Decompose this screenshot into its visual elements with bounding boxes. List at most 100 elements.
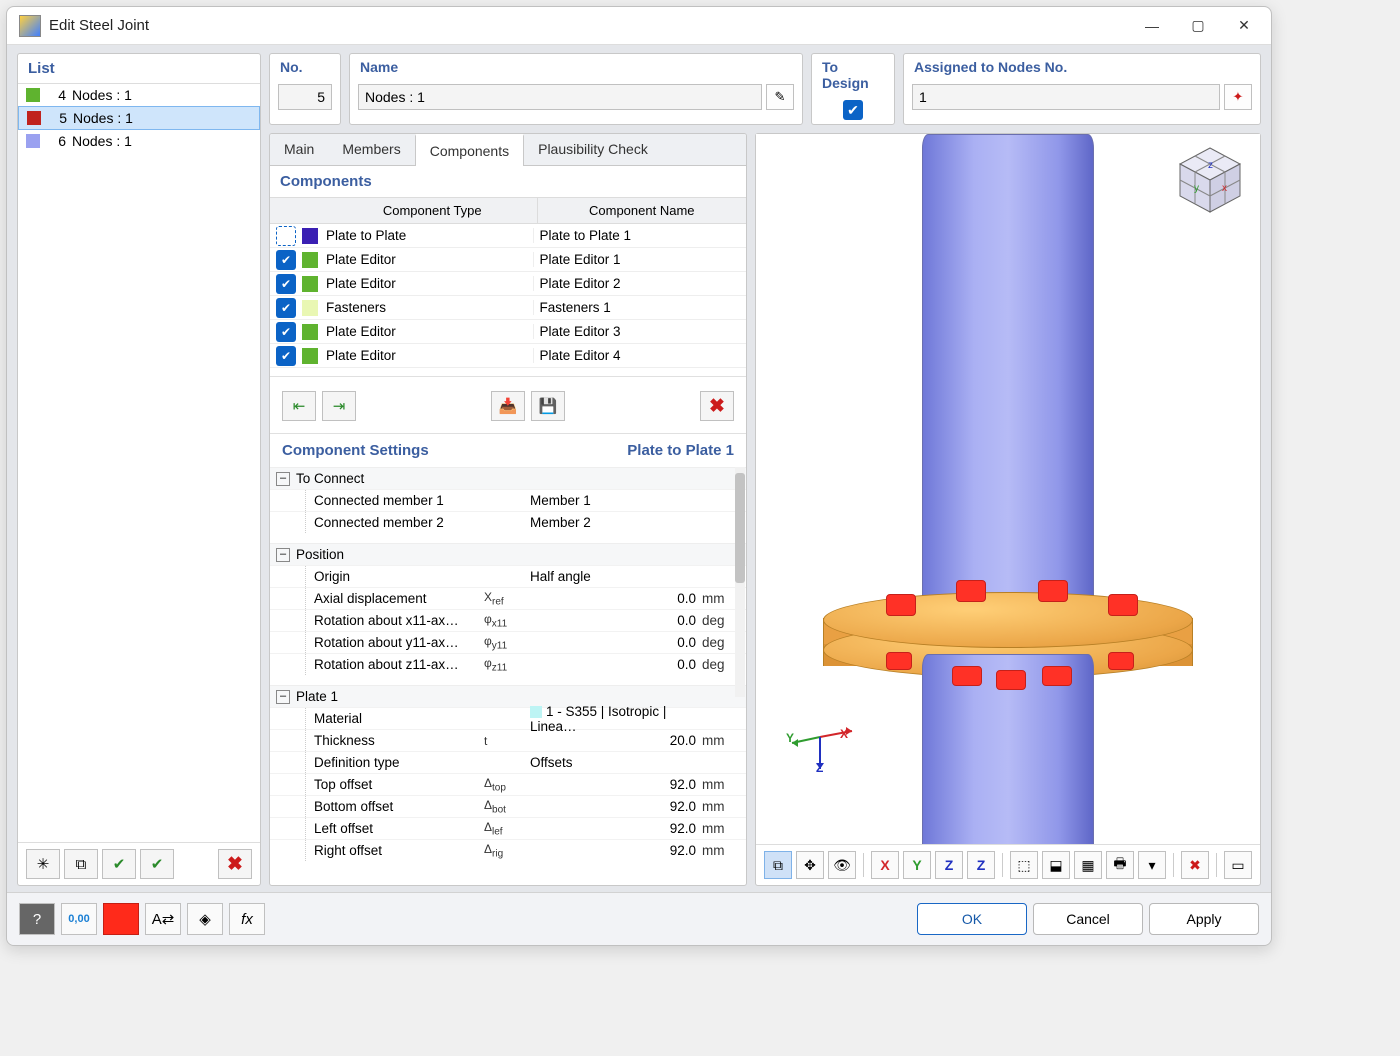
- property-row[interactable]: Definition type Offsets: [270, 751, 746, 773]
- name-field: Name ✎: [349, 53, 803, 125]
- viewer-tool-icon[interactable]: 👁: [828, 851, 856, 879]
- viewer-tool-icon[interactable]: ⬚: [1010, 851, 1038, 879]
- row-checkbox[interactable]: ✔: [276, 250, 296, 270]
- property-row[interactable]: Connected member 2 Member 2: [270, 511, 746, 533]
- component-row[interactable]: ✔ Plate Editor Plate Editor 2: [270, 272, 746, 296]
- viewer-tool-icon[interactable]: Z: [967, 851, 995, 879]
- to-design-checkbox[interactable]: ✔: [843, 100, 863, 120]
- list-item[interactable]: 4 Nodes : 1: [18, 84, 260, 106]
- text-size-icon[interactable]: A⇄: [145, 903, 181, 935]
- help-icon[interactable]: ?: [19, 903, 55, 935]
- viewer-tool-icon[interactable]: Z: [935, 851, 963, 879]
- fx-icon[interactable]: fx: [229, 903, 265, 935]
- tab-members[interactable]: Members: [328, 134, 414, 165]
- check-all-icon[interactable]: ✔: [102, 849, 136, 879]
- viewer-tool-icon[interactable]: ▦: [1074, 851, 1102, 879]
- property-row[interactable]: Rotation about z11-ax… φz11 0.0 deg: [270, 653, 746, 675]
- apply-button[interactable]: Apply: [1149, 903, 1259, 935]
- minimize-button[interactable]: —: [1129, 8, 1175, 44]
- component-row[interactable]: ✔ Plate Editor Plate Editor 4: [270, 344, 746, 368]
- property-key: Thickness: [314, 733, 484, 748]
- group-header[interactable]: –Position: [270, 543, 746, 565]
- nav-cube-icon[interactable]: y x z: [1174, 144, 1246, 216]
- row-checkbox[interactable]: ✔: [276, 298, 296, 318]
- property-row[interactable]: Right offset Δrig 92.0 mm: [270, 839, 746, 861]
- maximize-button[interactable]: ▢: [1175, 8, 1221, 44]
- property-row[interactable]: Material 1 - S355 | Isotropic | Linea…: [270, 707, 746, 729]
- viewer-tool-icon[interactable]: Y: [903, 851, 931, 879]
- viewer-tool-icon[interactable]: ⬓: [1042, 851, 1070, 879]
- collapse-icon[interactable]: –: [276, 472, 290, 486]
- property-row[interactable]: Top offset Δtop 92.0 mm: [270, 773, 746, 795]
- viewer-tool-icon[interactable]: 🖶: [1106, 851, 1134, 879]
- component-row[interactable]: ✔ Fasteners Fasteners 1: [270, 296, 746, 320]
- component-name: Plate to Plate 1: [533, 228, 747, 243]
- collapse-icon[interactable]: –: [276, 548, 290, 562]
- group-header[interactable]: –To Connect: [270, 467, 746, 489]
- tab-main[interactable]: Main: [270, 134, 328, 165]
- property-row[interactable]: Axial displacement Xref 0.0 mm: [270, 587, 746, 609]
- assigned-input[interactable]: [912, 84, 1220, 110]
- check-sel-icon[interactable]: ✔: [140, 849, 174, 879]
- viewer-tool-icon[interactable]: ▾: [1138, 851, 1166, 879]
- layer-icon[interactable]: ◈: [187, 903, 223, 935]
- color-swatch-icon: [26, 88, 40, 102]
- units-icon[interactable]: 0,00: [61, 903, 97, 935]
- row-checkbox[interactable]: ✔: [276, 274, 296, 294]
- settings-tree[interactable]: –To Connect Connected member 1 Member 1 …: [270, 467, 746, 885]
- viewer-tool-icon[interactable]: ✖: [1181, 851, 1209, 879]
- component-row[interactable]: ✔ Plate Editor Plate Editor 1: [270, 248, 746, 272]
- cancel-button[interactable]: Cancel: [1033, 903, 1143, 935]
- pick-node-icon[interactable]: ✦: [1224, 84, 1252, 110]
- color-swatch-icon: [302, 276, 318, 292]
- viewer-tool-icon[interactable]: ▭: [1224, 851, 1252, 879]
- property-row[interactable]: Left offset Δlef 92.0 mm: [270, 817, 746, 839]
- delete-item-icon[interactable]: ✖: [218, 849, 252, 879]
- ok-button[interactable]: OK: [917, 903, 1027, 935]
- axis-indicator: X Y Z: [786, 721, 866, 786]
- delete-comp-icon[interactable]: ✖: [700, 391, 734, 421]
- col-name: Component Name: [537, 198, 747, 223]
- list-item[interactable]: 6 Nodes : 1: [18, 130, 260, 152]
- property-row[interactable]: Origin Half angle: [270, 565, 746, 587]
- list-toolbar: ✳ ⧉ ✔ ✔ ✖: [18, 842, 260, 885]
- scrollbar-thumb[interactable]: [735, 473, 745, 583]
- property-row[interactable]: Thickness t 20.0 mm: [270, 729, 746, 751]
- component-row[interactable]: ✔ Plate Editor Plate Editor 3: [270, 320, 746, 344]
- close-button[interactable]: ✕: [1221, 8, 1267, 44]
- import-icon[interactable]: 📥: [491, 391, 525, 421]
- tab-plausibility-check[interactable]: Plausibility Check: [524, 134, 662, 165]
- viewer-tool-icon[interactable]: X: [871, 851, 899, 879]
- property-unit: mm: [702, 777, 746, 792]
- save-lib-icon[interactable]: 💾: [531, 391, 565, 421]
- row-checkbox[interactable]: ✔: [276, 322, 296, 342]
- move-right-icon[interactable]: ⇥: [322, 391, 356, 421]
- row-checkbox[interactable]: [276, 226, 296, 246]
- tabs-panel: MainMembersComponentsPlausibility Check …: [269, 133, 747, 886]
- component-type: Plate Editor: [324, 276, 533, 291]
- copy-item-icon[interactable]: ⧉: [64, 849, 98, 879]
- assigned-field: Assigned to Nodes No. ✦: [903, 53, 1261, 125]
- property-row[interactable]: Connected member 1 Member 1: [270, 489, 746, 511]
- no-input[interactable]: [278, 84, 332, 110]
- property-row[interactable]: Rotation about y11-ax… φy11 0.0 deg: [270, 631, 746, 653]
- property-row[interactable]: Rotation about x11-ax… φx11 0.0 deg: [270, 609, 746, 631]
- move-left-icon[interactable]: ⇤: [282, 391, 316, 421]
- viewer-tool-icon[interactable]: ⧉: [764, 851, 792, 879]
- row-checkbox[interactable]: ✔: [276, 346, 296, 366]
- property-row[interactable]: Bottom offset Δbot 92.0 mm: [270, 795, 746, 817]
- list-item[interactable]: 5 Nodes : 1: [18, 106, 260, 130]
- name-input[interactable]: [358, 84, 762, 110]
- property-value: 0.0: [528, 613, 702, 628]
- tab-components[interactable]: Components: [415, 134, 524, 166]
- edit-name-icon[interactable]: ✎: [766, 84, 794, 110]
- viewer-canvas[interactable]: y x z: [756, 134, 1260, 844]
- bolt-icon: [956, 580, 986, 602]
- color-icon[interactable]: [103, 903, 139, 935]
- to-design-field: To Design ✔: [811, 53, 895, 125]
- viewer-tool-icon[interactable]: ✥: [796, 851, 824, 879]
- bolt-icon: [886, 594, 916, 616]
- component-row[interactable]: Plate to Plate Plate to Plate 1: [270, 224, 746, 248]
- new-item-icon[interactable]: ✳: [26, 849, 60, 879]
- collapse-icon[interactable]: –: [276, 690, 290, 704]
